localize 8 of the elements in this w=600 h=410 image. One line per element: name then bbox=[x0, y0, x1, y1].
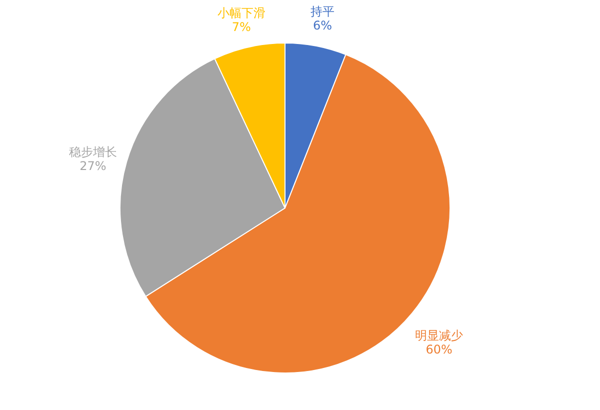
data-label: 6% bbox=[312, 18, 332, 33]
data-label: 7% bbox=[232, 20, 251, 34]
slice-label: 持平 bbox=[310, 4, 334, 19]
slice-label: 稳步增长 bbox=[68, 145, 117, 160]
slice-label: 小幅下滑 bbox=[217, 6, 266, 20]
data-label: 60% bbox=[426, 342, 452, 356]
data-label: 27% bbox=[80, 159, 106, 174]
slice-label: 明显减少 bbox=[415, 328, 464, 342]
